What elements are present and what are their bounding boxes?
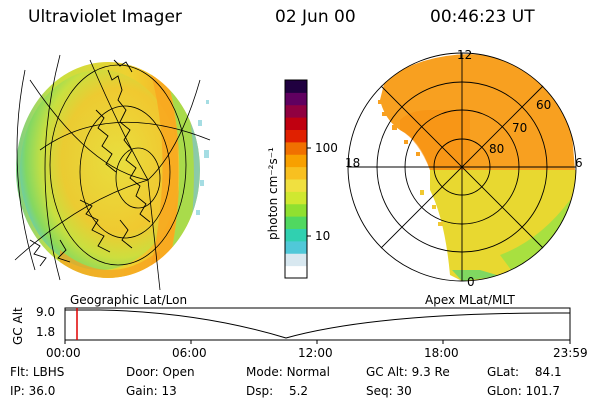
alt-xtick-0000: 00:00: [46, 346, 81, 360]
alt-ytick-9: 9.0: [36, 305, 56, 319]
color-bar-segment: [285, 265, 307, 279]
color-bar: [285, 80, 307, 279]
right-panel-label: Apex MLat/MLT: [425, 293, 515, 307]
status-flt: Flt: LBHS: [10, 365, 65, 379]
colorbar-tick-10: 10: [315, 229, 331, 243]
color-bar-segment: [285, 104, 307, 118]
color-bar-segment: [285, 228, 307, 242]
alt-ylabel: GC Alt: [11, 307, 25, 345]
mlat-label-60: 60: [536, 98, 552, 112]
mlt-label-18: 18: [345, 156, 361, 170]
color-bar-segment: [285, 154, 307, 168]
color-bar-segment: [285, 117, 307, 130]
colorbar-tick-100: 100: [315, 141, 338, 155]
color-bar-segment: [285, 253, 307, 267]
mlat-label-70: 70: [512, 121, 528, 135]
alt-ytick-1.8: 1.8: [36, 325, 56, 339]
left-panel-label: Geographic Lat/Lon: [70, 293, 188, 307]
color-bar-segment: [285, 141, 307, 155]
mlt-label-0: 0: [467, 275, 475, 289]
status-mode: Mode: Normal: [246, 365, 330, 379]
status-ip: IP: 36.0: [10, 384, 56, 398]
alt-xtick-1800: 18:00: [424, 346, 459, 360]
time-label: 00:46:23 UT: [430, 7, 535, 27]
status-gc-alt: GC Alt: 9.3 Re: [366, 365, 450, 379]
colorbar-unit-label: photon cm⁻²s⁻¹: [266, 147, 280, 240]
status-glat: GLat: 84.1: [487, 365, 562, 379]
polar-image: [347, 52, 577, 282]
status-glon: GLon: 101.7: [487, 384, 560, 398]
mlt-label-12: 12: [457, 48, 473, 62]
color-bar-segment: [285, 179, 307, 192]
color-bar-segment: [285, 166, 307, 180]
color-bar-segment: [285, 92, 307, 106]
status-door: Door: Open: [126, 365, 195, 379]
color-bar-segment: [285, 191, 307, 205]
alt-xtick-2359: 23:59: [553, 346, 588, 360]
alt-xtick-0600: 06:00: [172, 346, 207, 360]
color-bar-segment: [285, 129, 307, 143]
status-gain: Gain: 13: [126, 384, 177, 398]
status-seq: Seq: 30: [366, 384, 412, 398]
color-bar-segment: [285, 203, 307, 217]
color-bar-frame: [284, 79, 308, 279]
geographic-image: [14, 54, 211, 291]
status-dsp: Dsp: 5.2: [246, 384, 309, 398]
color-bar-segment: [285, 80, 307, 93]
alt-xtick-1200: 12:00: [298, 346, 333, 360]
color-bar-segment: [285, 216, 307, 229]
altitude-plot: [64, 307, 571, 344]
color-bar-segment: [285, 240, 307, 254]
mlat-label-80: 80: [489, 142, 505, 156]
mlt-label-6: 6: [575, 156, 583, 170]
date-label: 02 Jun 00: [275, 7, 356, 27]
instrument-title: Ultraviolet Imager: [28, 7, 182, 27]
